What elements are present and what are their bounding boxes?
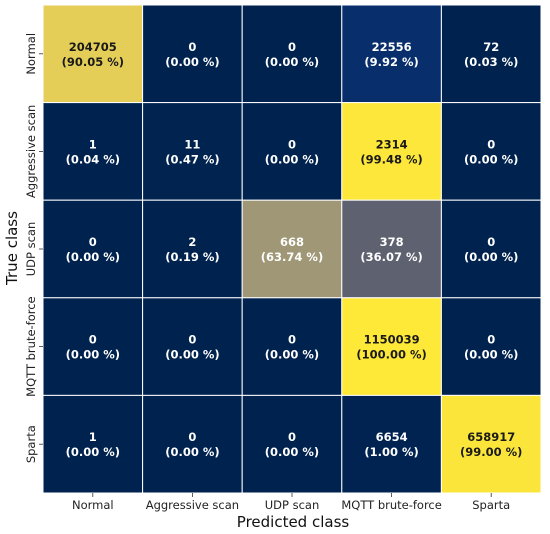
cell-percent-r1-c1: (0.47 %) (165, 152, 219, 166)
y-tick-label-2: UDP scan (24, 222, 38, 277)
cell-count-r2-c3: 378 (380, 235, 404, 249)
cell-count-r3-c3: 1150039 (364, 333, 420, 347)
heatmap-cell-r4-c4 (440, 394, 542, 494)
heatmap-cell-r0-c2 (241, 4, 343, 104)
cell-percent-r2-c1: (0.19 %) (165, 250, 219, 264)
cell-count-r1-c1: 11 (184, 137, 200, 151)
y-tick-label-1: Aggressive scan (24, 105, 38, 198)
heatmap-cell-r0-c0 (42, 4, 144, 104)
cell-count-r1-c0: 1 (89, 137, 97, 151)
cell-percent-r1-c3: (99.48 %) (360, 152, 422, 166)
cell-count-r1-c3: 2314 (376, 137, 408, 151)
cell-count-r3-c4: 0 (487, 333, 495, 347)
cell-percent-r2-c4: (0.00 %) (464, 250, 518, 264)
cell-count-r0-c0: 204705 (69, 40, 117, 54)
cell-count-r2-c2: 668 (280, 235, 304, 249)
cell-count-r4-c3: 6654 (376, 430, 408, 444)
heatmap-cell-r1-c4 (440, 102, 542, 201)
cell-percent-r3-c2: (0.00 %) (265, 348, 319, 362)
y-tick-label-4: Sparta (24, 425, 38, 463)
heatmap-cell-r4-c3 (341, 394, 442, 494)
heatmap-cell-r2-c0 (42, 199, 144, 299)
cell-count-r1-c2: 0 (288, 137, 296, 151)
heatmap-cell-r2-c4 (440, 199, 542, 299)
cell-percent-r4-c2: (0.00 %) (265, 445, 319, 459)
cell-count-r4-c4: 658917 (467, 430, 515, 444)
cell-percent-r4-c4: (99.00 %) (460, 445, 522, 459)
y-axis-ticks: Normal Aggressive scan UDP scan MQTT brute-… (24, 33, 43, 463)
heatmap-cell-labels: 204705(90.05 %)0(0.00 %)0(0.00 %)22556(9… (62, 40, 523, 459)
x-axis-ticks: Normal Aggressive scan UDP scan MQTT brute-… (72, 493, 510, 512)
heatmap-cell-r3-c1 (142, 297, 243, 396)
heatmap-cell-r0-c1 (142, 4, 243, 104)
heatmap-cell-r0-c3 (341, 4, 442, 104)
heatmap-cell-r3-c3 (341, 297, 442, 396)
x-tick-label-4: Sparta (472, 498, 510, 512)
x-tick-label-1: Aggressive scan (146, 498, 239, 512)
cell-percent-r2-c2: (63.74 %) (261, 250, 323, 264)
x-axis-label: Predicted class (237, 513, 350, 531)
heatmap-cell-r1-c0 (42, 102, 144, 201)
cell-percent-r0-c0: (90.05 %) (62, 55, 124, 69)
cell-count-r0-c2: 0 (288, 40, 296, 54)
cell-count-r0-c3: 22556 (372, 40, 412, 54)
cell-percent-r4-c0: (0.00 %) (66, 445, 120, 459)
cell-count-r4-c1: 0 (188, 430, 196, 444)
cell-count-r4-c0: 1 (89, 430, 97, 444)
cell-percent-r4-c1: (0.00 %) (165, 445, 219, 459)
cell-count-r2-c4: 0 (487, 235, 495, 249)
heatmap-cell-r4-c1 (142, 394, 243, 494)
heatmap-cell-r2-c2 (241, 199, 343, 299)
heatmap-cell-r4-c2 (241, 394, 343, 494)
cell-count-r0-c1: 0 (188, 40, 196, 54)
cell-count-r3-c1: 0 (188, 333, 196, 347)
heatmap-cell-r3-c2 (241, 297, 343, 396)
cell-percent-r3-c3: (100.00 %) (356, 348, 426, 362)
cell-count-r3-c0: 0 (89, 333, 97, 347)
cell-count-r2-c0: 0 (89, 235, 97, 249)
cell-percent-r3-c0: (0.00 %) (66, 348, 120, 362)
cell-count-r4-c2: 0 (288, 430, 296, 444)
cell-percent-r1-c4: (0.00 %) (464, 152, 518, 166)
y-tick-label-0: Normal (24, 33, 38, 75)
cell-count-r1-c4: 0 (487, 137, 495, 151)
heatmap-cell-r3-c4 (440, 297, 542, 396)
cell-percent-r0-c3: (9.92 %) (364, 55, 418, 69)
cell-percent-r1-c0: (0.04 %) (66, 152, 120, 166)
cell-count-r2-c1: 2 (188, 235, 196, 249)
cell-percent-r4-c3: (1.00 %) (364, 445, 418, 459)
cell-count-r0-c4: 72 (483, 40, 499, 54)
cell-percent-r0-c1: (0.00 %) (165, 55, 219, 69)
cell-percent-r1-c2: (0.00 %) (265, 152, 319, 166)
cell-percent-r3-c1: (0.00 %) (165, 348, 219, 362)
cell-percent-r2-c0: (0.00 %) (66, 250, 120, 264)
cell-percent-r3-c4: (0.00 %) (464, 348, 518, 362)
cell-percent-r0-c4: (0.03 %) (464, 55, 518, 69)
heatmap-cell-r2-c1 (142, 199, 243, 299)
x-tick-label-2: UDP scan (265, 498, 320, 512)
heatmap-cells (42, 4, 542, 494)
cell-count-r3-c2: 0 (288, 333, 296, 347)
cell-percent-r2-c3: (36.07 %) (360, 250, 422, 264)
heatmap-cell-r2-c3 (341, 199, 442, 299)
x-tick-label-3: MQTT brute-force (341, 498, 442, 512)
cell-percent-r0-c2: (0.00 %) (265, 55, 319, 69)
y-axis-label: True class (3, 211, 21, 286)
y-tick-label-3: MQTT brute-force (24, 296, 38, 397)
heatmap-cell-r0-c4 (440, 4, 542, 104)
heatmap-cell-r1-c2 (241, 102, 343, 201)
x-tick-label-0: Normal (72, 498, 114, 512)
